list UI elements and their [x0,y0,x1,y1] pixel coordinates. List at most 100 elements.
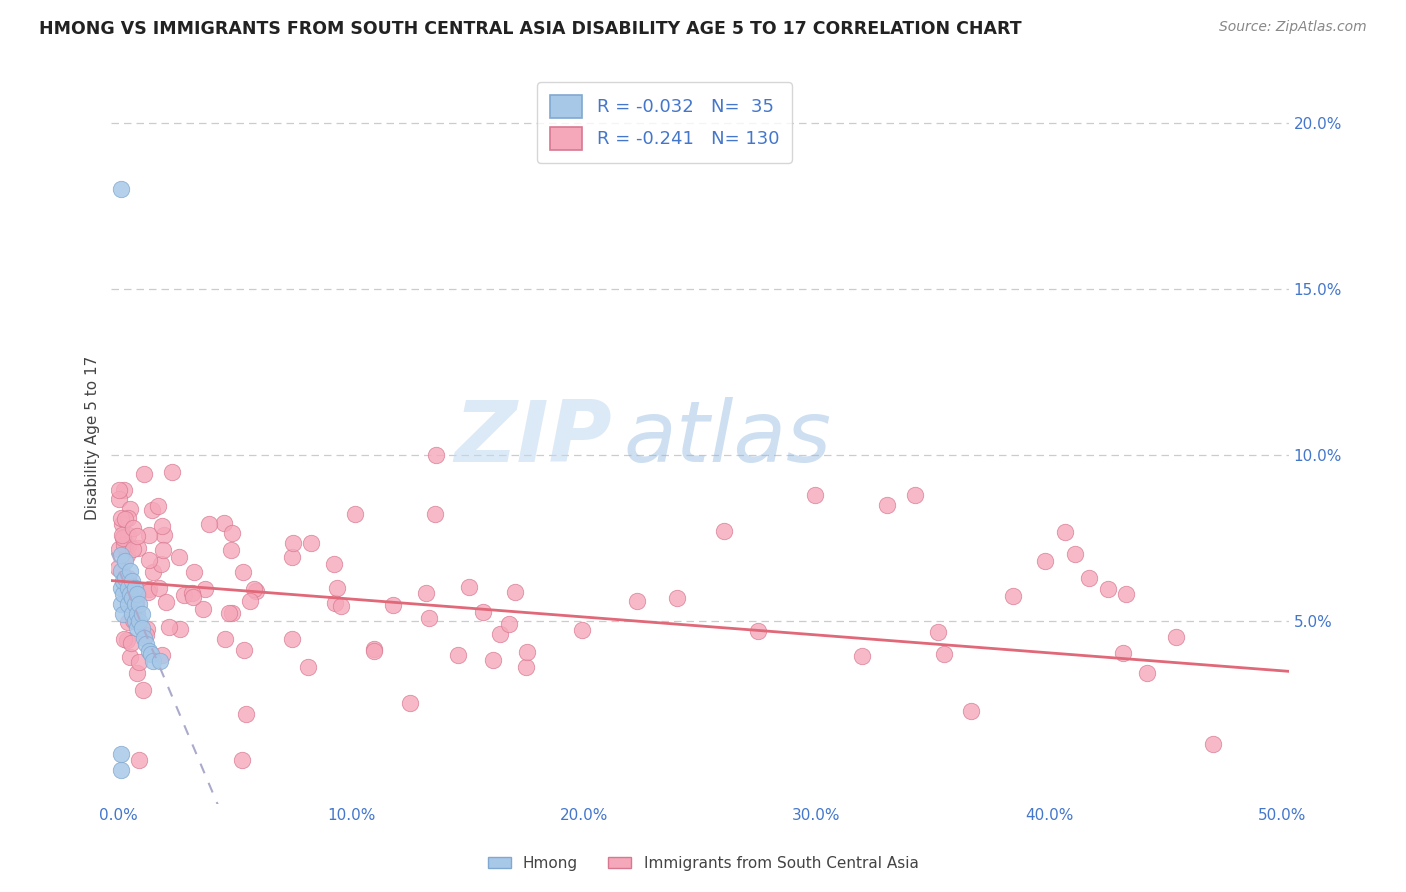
Point [219,542,242,557]
Point [117,510,139,524]
Point [138,528,160,542]
Point [280,549,302,564]
Point [110,747,132,761]
Point [245,584,267,599]
Point [107,492,129,507]
Point [1053,524,1076,539]
Point [363,644,385,658]
Point [124,598,146,612]
Point [121,542,143,557]
Point [135,637,157,651]
Point [118,564,141,578]
Point [131,621,153,635]
Point [150,519,173,533]
Point [1033,554,1056,568]
Point [108,483,131,497]
Point [132,682,155,697]
Point [121,607,143,622]
Point [747,624,769,638]
Point [107,561,129,575]
Point [904,488,927,502]
Point [1115,587,1137,601]
Point [149,654,172,668]
Point [141,565,163,579]
Text: atlas: atlas [623,397,831,480]
Point [326,581,349,595]
Point [125,621,148,635]
Point [1063,547,1085,561]
Point [146,499,169,513]
Point [127,665,149,680]
Point [117,548,139,562]
Point [447,648,470,662]
Point [214,632,236,646]
Point [148,581,170,595]
Point [118,501,141,516]
Point [128,614,150,628]
Point [231,754,253,768]
Point [131,607,153,622]
Point [458,580,481,594]
Point [155,595,177,609]
Point [139,647,162,661]
Point [218,606,240,620]
Point [124,581,146,595]
Point [1202,737,1225,751]
Point [132,631,155,645]
Point [122,613,145,627]
Point [118,579,141,593]
Point [233,642,256,657]
Point [181,591,204,605]
Point [425,448,447,462]
Point [111,531,134,545]
Point [121,635,143,649]
Point [152,648,174,662]
Point [232,566,254,580]
Point [125,607,148,622]
Point [181,586,204,600]
Point [112,607,135,622]
Point [135,623,157,637]
Point [382,598,405,612]
Point [515,659,537,673]
Point [128,655,150,669]
Legend: R = -0.032   N=  35, R = -0.241   N= 130: R = -0.032 N= 35, R = -0.241 N= 130 [537,82,792,162]
Point [159,620,181,634]
Point [138,552,160,566]
Point [110,182,132,196]
Point [281,536,304,550]
Point [111,531,134,545]
Point [124,614,146,628]
Point [516,645,538,659]
Point [804,488,827,502]
Point [398,696,420,710]
Point [110,764,132,778]
Legend: Hmong, Immigrants from South Central Asia: Hmong, Immigrants from South Central Asi… [481,850,925,877]
Point [108,542,131,557]
Point [418,611,440,625]
Point [221,606,243,620]
Point [112,538,135,552]
Point [481,653,503,667]
Text: ZIP: ZIP [454,397,612,480]
Point [121,574,143,588]
Point [127,541,149,556]
Point [1136,665,1159,680]
Point [167,549,190,564]
Point [425,508,447,522]
Point [876,498,898,512]
Point [120,650,142,665]
Point [665,591,688,605]
Point [117,539,139,553]
Point [114,571,136,585]
Text: Source: ZipAtlas.com: Source: ZipAtlas.com [1219,20,1367,34]
Point [117,598,139,612]
Point [110,510,132,524]
Point [330,599,353,614]
Point [141,503,163,517]
Point [489,627,512,641]
Point [713,524,735,538]
Point [110,548,132,562]
Point [117,615,139,630]
Point [135,628,157,642]
